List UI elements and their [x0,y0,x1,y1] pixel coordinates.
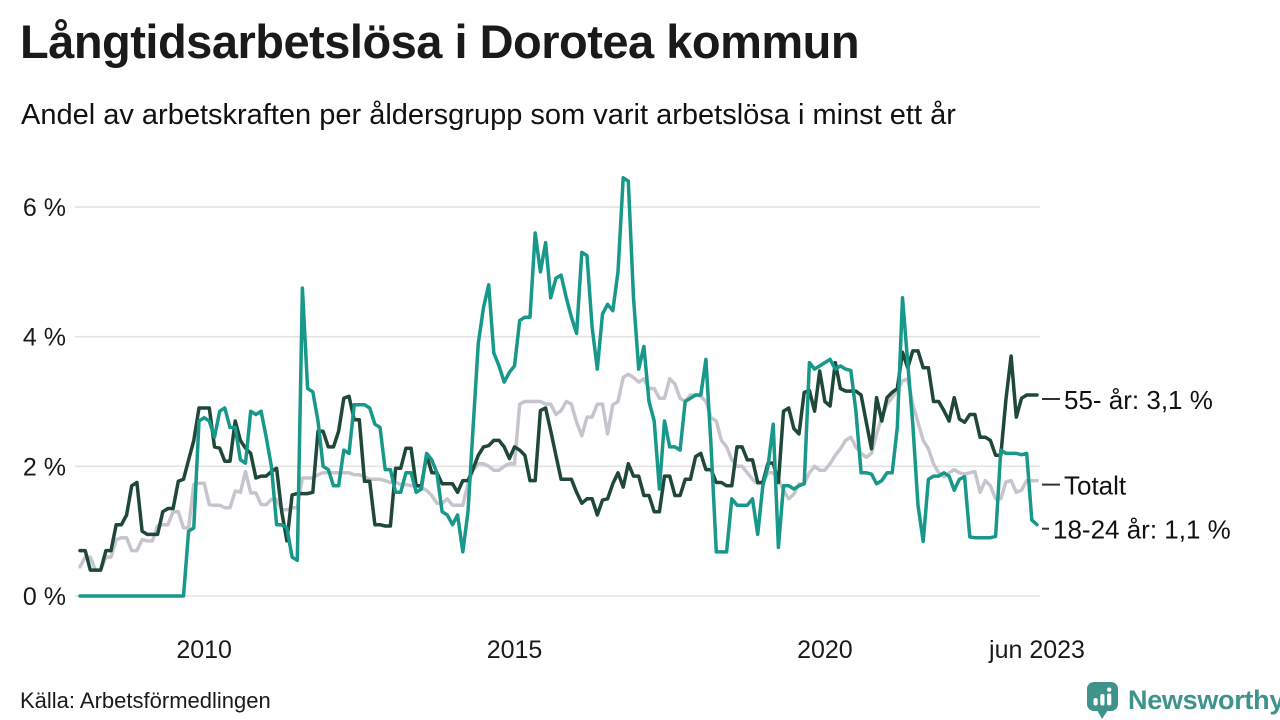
x-tick-label: 2010 [176,636,232,664]
newsworthy-brand: Newsworthy [1086,681,1280,719]
series-line-18-24-r [78,176,1039,598]
source-note: Källa: Arbetsförmedlingen [20,688,271,713]
y-tick-label: 0 % [23,583,66,611]
y-tick-label: 6 % [23,194,66,222]
bar-chart-speech-bubble-icon [1087,682,1118,719]
x-tick-label: 2020 [797,636,853,664]
series-line-totalt [78,372,1039,572]
series-end-label: 18-24 år: 1,1 % [1053,515,1231,545]
series-end-label: Totalt [1064,471,1127,501]
x-tick-label: jun 2023 [988,636,1085,664]
x-tick-label: 2015 [487,636,543,664]
series-line-55-r [78,349,1039,572]
series-end-label: 55- år: 3,1 % [1064,385,1213,415]
brand-name: Newsworthy [1128,684,1280,715]
y-tick-label: 2 % [23,453,66,481]
chart-subtitle: Andel av arbetskraften per åldersgrupp s… [21,99,956,131]
y-tick-label: 4 % [23,324,66,352]
page-title: Långtidsarbetslösa i Dorotea kommun [20,15,860,68]
